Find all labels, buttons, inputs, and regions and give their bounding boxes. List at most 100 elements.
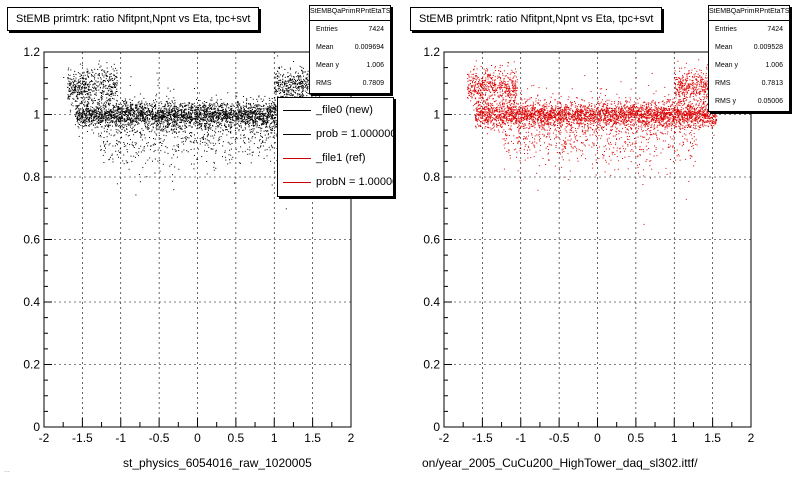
data-point [159,111,161,113]
data-point [293,77,295,79]
data-point [149,114,151,116]
data-point [103,105,105,106]
data-point [173,115,175,117]
data-point [218,109,220,111]
data-point [113,98,115,100]
data-point [169,123,170,125]
data-point [122,120,124,122]
data-point [296,76,298,78]
data-point [144,104,146,106]
data-point [199,120,201,122]
data-point [241,117,243,119]
data-point [138,115,139,117]
data-point [247,148,249,150]
data-point [84,120,86,121]
data-point [93,132,94,134]
data-point [213,108,215,110]
data-point [256,126,258,128]
data-point [122,117,124,119]
data-point [251,118,253,120]
data-point [120,108,122,110]
data-point [297,94,299,96]
data-point [202,105,204,107]
data-point [115,82,117,84]
data-point [106,111,108,113]
data-point [155,106,157,108]
data-point [278,84,279,86]
data-point [204,116,205,118]
data-point [259,127,261,129]
data-point [174,113,176,115]
data-point [174,125,176,127]
data-point [288,90,290,92]
data-point [156,120,158,122]
data-point [110,86,112,88]
data-point [165,126,167,128]
data-point [180,113,182,115]
data-point [161,118,163,120]
data-point [300,78,302,80]
data-point [206,121,208,122]
data-point [109,73,111,75]
data-point [68,96,69,98]
data-point [166,112,168,114]
data-point [297,85,299,87]
data-point [87,117,89,119]
data-point [215,117,217,119]
data-point [243,137,245,139]
data-point [243,96,244,97]
data-point [123,146,125,148]
data-point [277,78,278,80]
data-point [290,79,292,81]
data-point [126,131,128,133]
data-point [85,96,87,98]
data-point [196,140,197,142]
data-point [106,128,108,130]
data-point [237,115,239,117]
data-point [139,119,140,121]
data-point [139,116,141,118]
data-point [180,119,182,121]
data-point [104,111,106,113]
data-point [193,168,195,170]
data-point [173,110,175,112]
data-point [107,117,109,119]
data-point [173,120,175,122]
data-point [125,111,127,113]
data-point [212,148,214,150]
data-point [236,127,238,129]
data-point [79,119,81,121]
data-point [174,104,176,106]
data-point [303,90,305,92]
data-point [136,130,138,132]
data-point [89,94,91,96]
data-point [96,110,98,112]
data-point [115,102,117,104]
data-point [79,121,81,123]
data-point [220,110,222,111]
data-point [193,163,195,165]
data-point [210,115,212,117]
data-point [87,101,88,103]
data-point [260,130,262,132]
data-point [153,119,155,121]
data-point [294,82,296,84]
data-point [93,124,95,126]
data-point [102,117,103,119]
data-point [107,122,108,124]
data-point [211,116,213,118]
data-point [97,126,99,128]
data-point [92,84,94,86]
data-point [270,123,272,124]
data-point [268,97,270,99]
data-point [301,83,303,85]
data-point [88,96,90,98]
data-point [242,121,244,123]
data-point [98,114,100,116]
data-point [152,116,154,117]
data-point [94,111,95,113]
data-point [150,131,152,133]
data-point [319,96,321,98]
data-point [168,98,170,100]
data-point [216,112,217,114]
